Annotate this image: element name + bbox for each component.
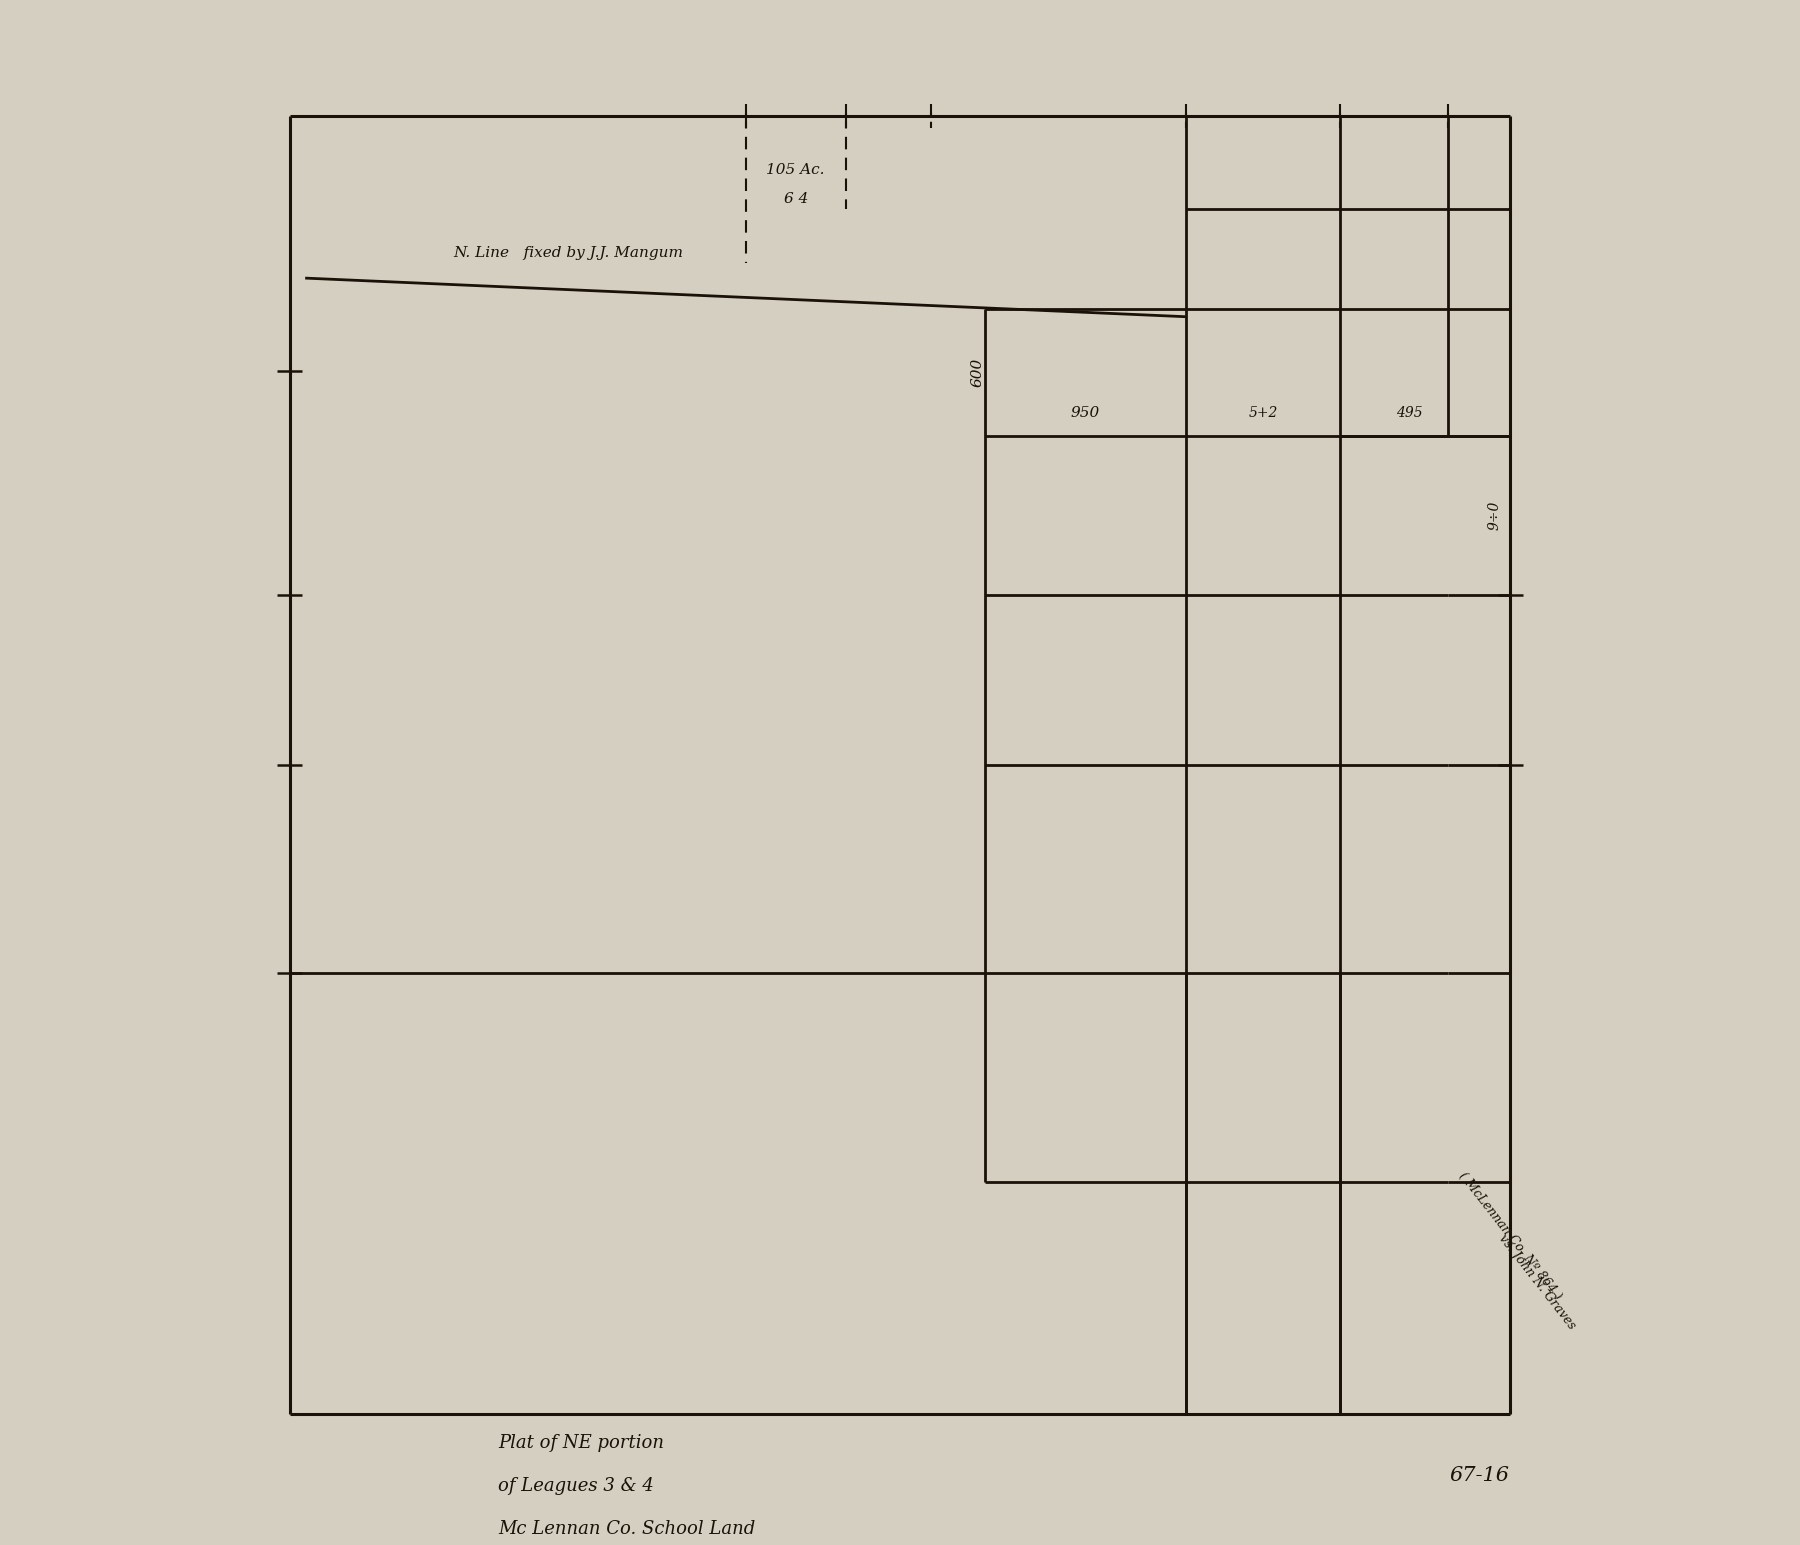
Text: Mc Lennan Co. School Land: Mc Lennan Co. School Land (499, 1520, 756, 1539)
Text: N. Line   fixed by J.J. Mangum: N. Line fixed by J.J. Mangum (454, 246, 682, 260)
Text: Plat of NE portion: Plat of NE portion (499, 1434, 664, 1452)
Text: 495: 495 (1397, 405, 1424, 420)
Text: ( McLennan Co. Nº 864 ): ( McLennan Co. Nº 864 ) (1456, 1170, 1564, 1302)
Text: 950: 950 (1071, 405, 1100, 420)
Text: 67-16: 67-16 (1449, 1466, 1510, 1485)
Text: of Leagues 3 & 4: of Leagues 3 & 4 (499, 1477, 653, 1496)
Text: 105 Ac.: 105 Ac. (767, 162, 824, 178)
Text: 600: 600 (970, 358, 985, 386)
Text: 6 4: 6 4 (783, 192, 808, 207)
Text: 5+2: 5+2 (1249, 405, 1278, 420)
Text: vs. John N. Graves: vs. John N. Graves (1496, 1233, 1577, 1332)
Text: 9÷0: 9÷0 (1489, 501, 1501, 530)
